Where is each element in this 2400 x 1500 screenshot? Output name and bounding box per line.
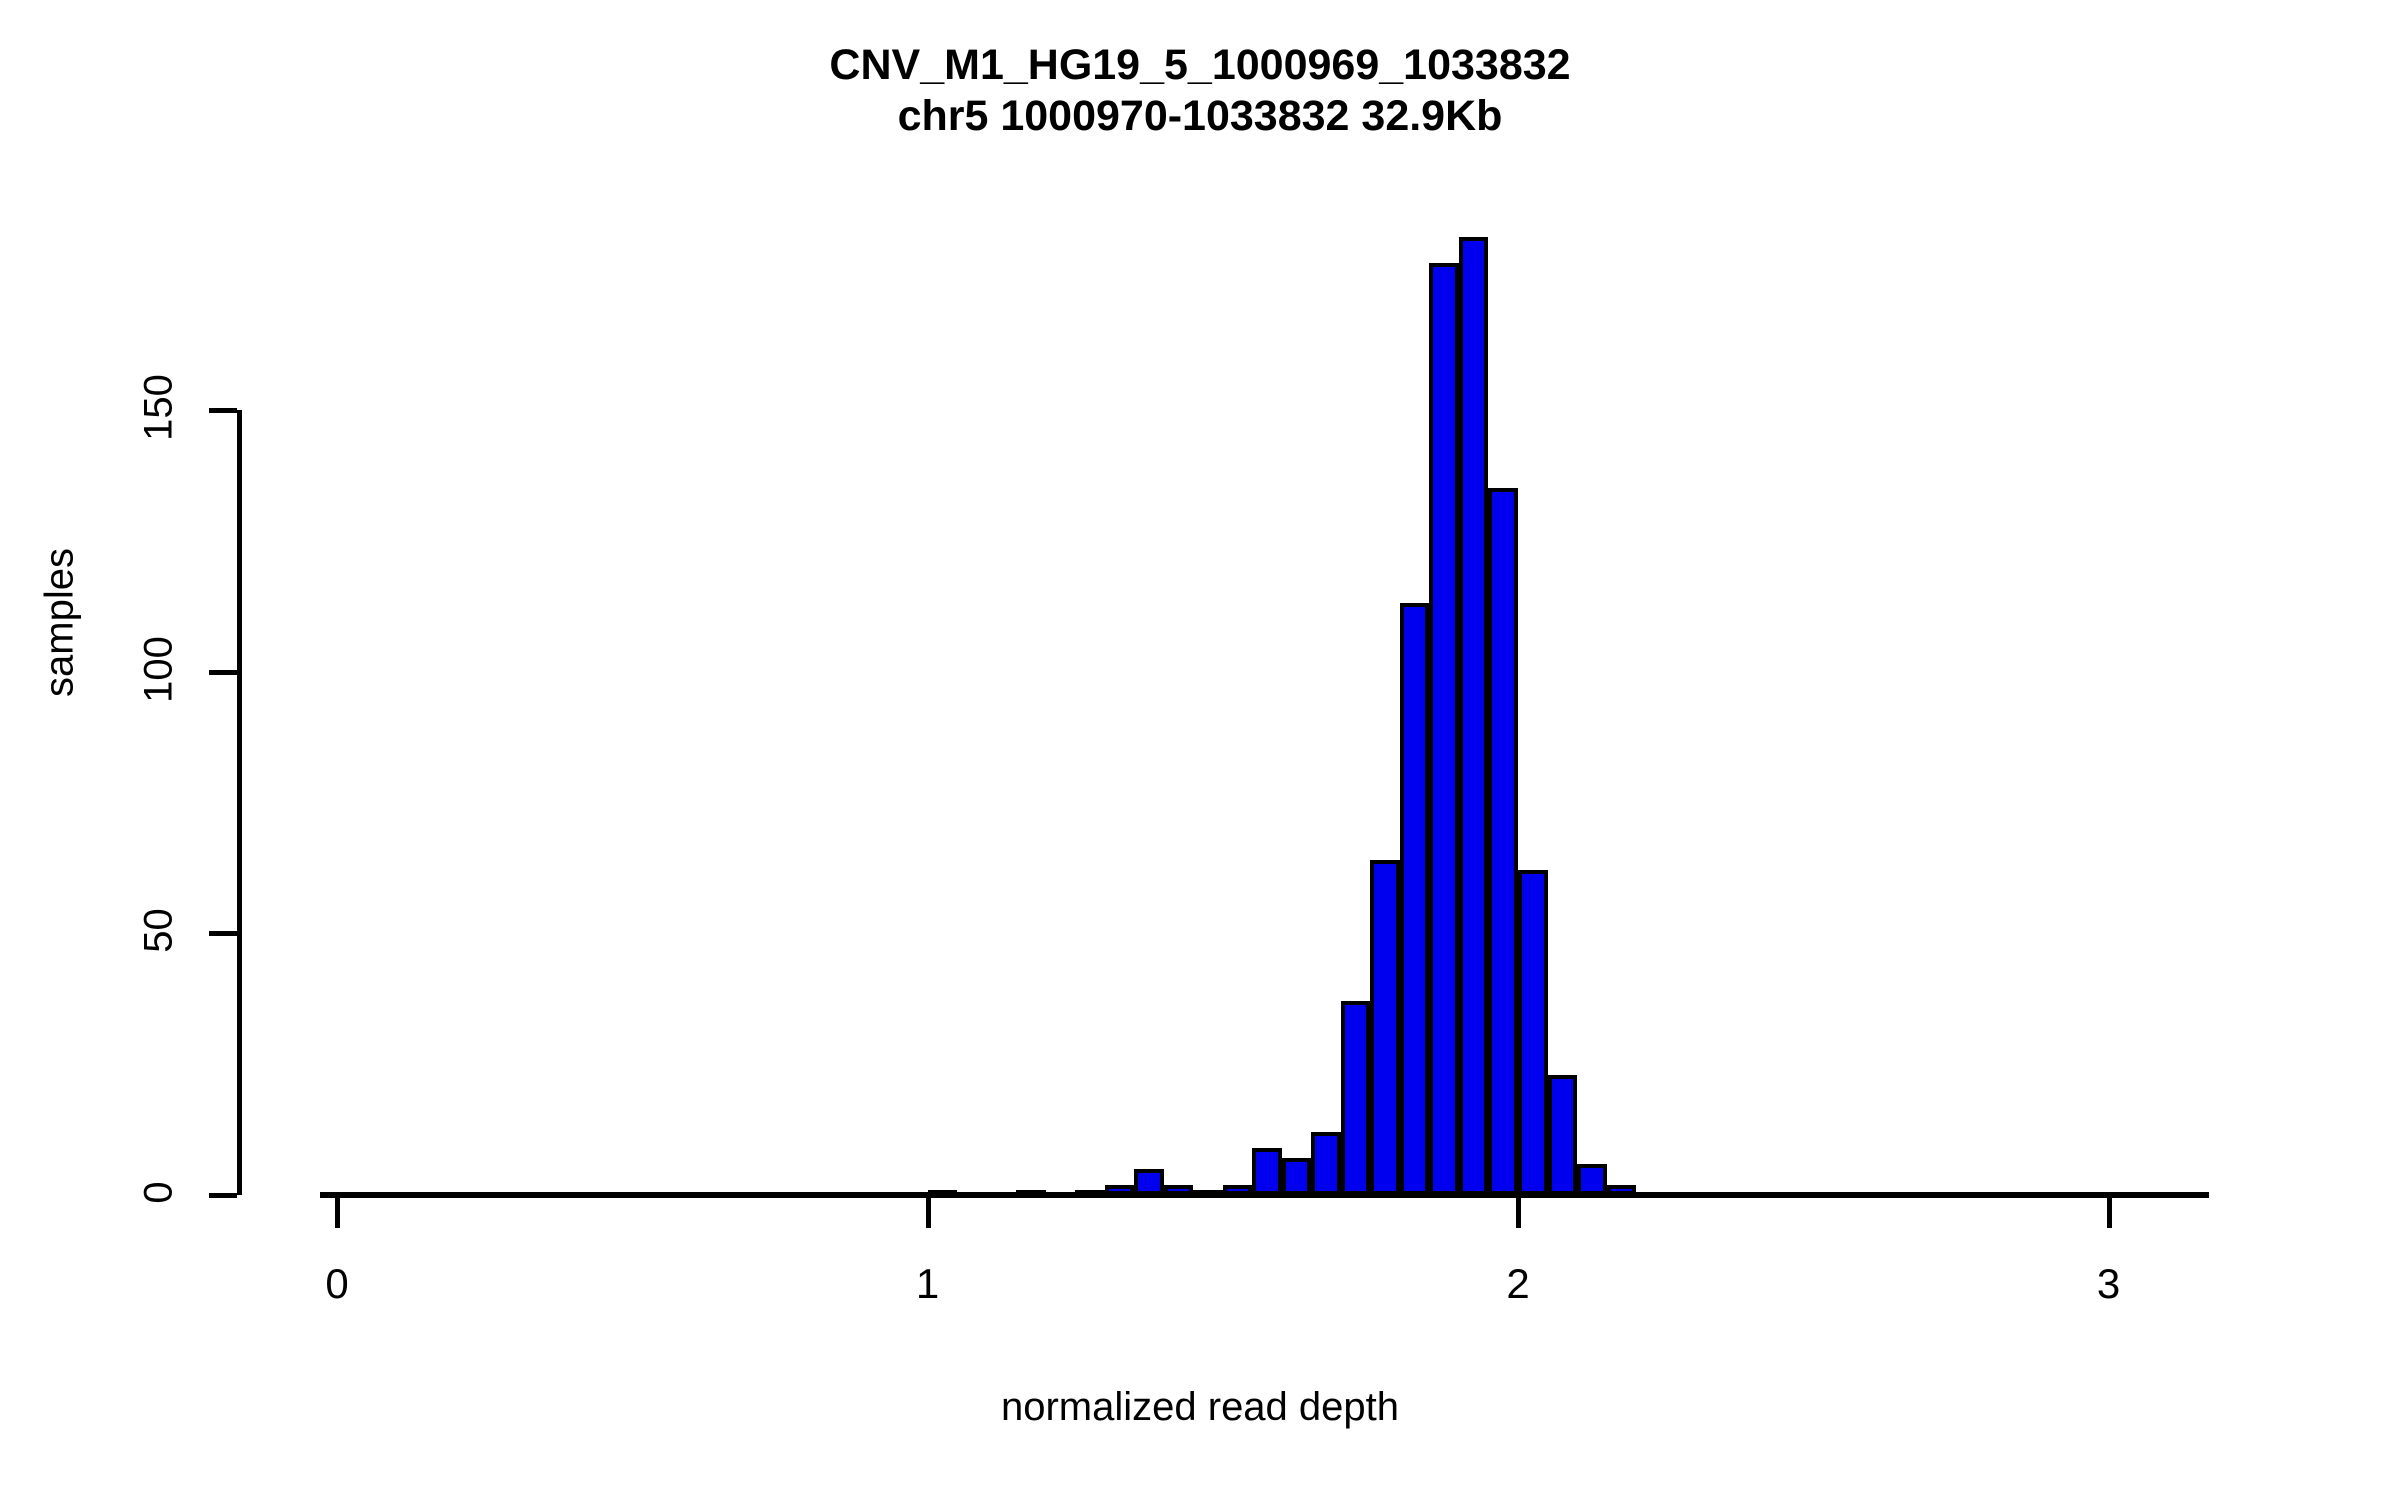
histogram-bar (1222, 1184, 1253, 1195)
histogram-bar (1518, 870, 1548, 1195)
y-axis-tick (209, 1193, 237, 1198)
chart-title-line-2: chr5 1000970-1033832 32.9Kb (897, 91, 1503, 140)
histogram-bar (1458, 236, 1489, 1195)
x-axis-tick (2106, 1198, 2112, 1228)
histogram-bar (1429, 263, 1459, 1195)
histogram-bar (1340, 1001, 1371, 1195)
histogram-bar (1163, 1184, 1194, 1195)
histogram-bar (1399, 603, 1430, 1195)
y-axis-tick (209, 669, 237, 675)
y-axis-tick-label: 100 (136, 635, 181, 703)
y-axis-tick (209, 931, 237, 937)
y-axis-tick (209, 407, 237, 413)
y-axis-tick-label: 0 (136, 1181, 181, 1204)
histogram-bar (1370, 859, 1400, 1195)
histogram-bar (1075, 1189, 1105, 1198)
y-axis-tick-label: 150 (136, 373, 181, 441)
x-axis-tick-label: 1 (915, 1260, 940, 1307)
histogram-bar (1016, 1189, 1046, 1198)
histogram-bar (1252, 1147, 1282, 1195)
histogram-bar (1577, 1163, 1607, 1195)
x-axis-tick (1516, 1198, 1521, 1228)
x-axis-label: normalized read depth (1000, 1385, 1400, 1429)
x-axis-line (320, 1192, 2209, 1198)
x-axis-tick-label: 2 (1506, 1260, 1530, 1307)
histogram-bar (1606, 1184, 1637, 1195)
histogram-bar (1134, 1168, 1164, 1195)
x-axis-tick-label: 0 (325, 1260, 349, 1307)
y-axis-line (237, 409, 242, 1195)
histogram-bar (1547, 1074, 1578, 1195)
chart-title: CNV_M1_HG19_5_1000969_1033832 chr5 10009… (0, 40, 2400, 141)
histogram-bar (1193, 1189, 1223, 1198)
histogram-bar (1281, 1158, 1312, 1195)
x-axis-tick (335, 1198, 340, 1228)
y-axis-tick-label: 50 (136, 908, 181, 954)
histogram-bar (1104, 1184, 1135, 1195)
histogram-bar (927, 1189, 958, 1198)
histogram-bar (1488, 488, 1518, 1195)
histogram-bar (1311, 1132, 1341, 1195)
chart-title-line-1: CNV_M1_HG19_5_1000969_1033832 (829, 41, 1571, 89)
x-axis-tick-label: 3 (2096, 1260, 2121, 1307)
x-axis-tick (925, 1198, 931, 1228)
